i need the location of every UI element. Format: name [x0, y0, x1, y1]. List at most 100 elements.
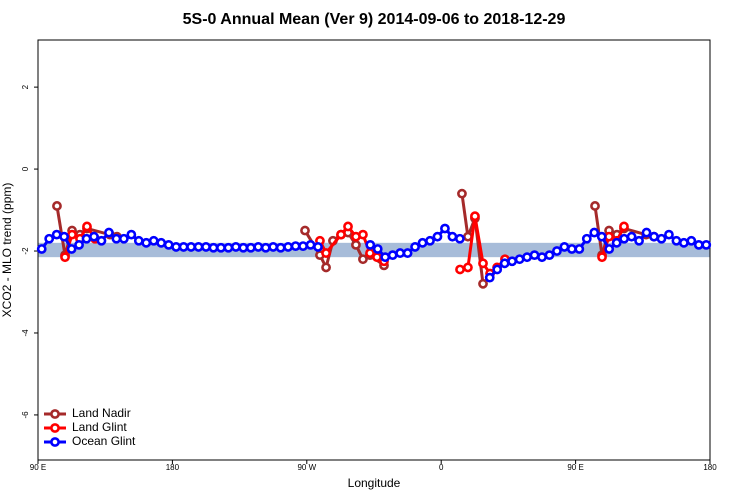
x-tick-label: 90 E [30, 463, 46, 472]
point [634, 235, 644, 246]
x-tick-label: 90 W [297, 463, 316, 472]
point [275, 242, 286, 253]
point [626, 231, 637, 242]
point [305, 239, 316, 250]
point [82, 221, 92, 232]
point [619, 233, 630, 244]
point [417, 237, 428, 248]
point [74, 239, 84, 250]
point [216, 242, 226, 253]
point [678, 237, 689, 248]
chart-title: 5S-0 Annual Mean (Ver 9) 2014-09-06 to 2… [183, 11, 566, 28]
point [52, 201, 62, 211]
y-tick-label: -2 [21, 247, 30, 255]
point [126, 229, 137, 240]
point [566, 244, 577, 254]
point [641, 227, 652, 238]
point [552, 246, 562, 256]
point [649, 231, 659, 242]
point [611, 237, 622, 248]
point [313, 242, 323, 252]
point [463, 262, 473, 273]
point [544, 250, 555, 261]
point [529, 250, 540, 261]
point [365, 239, 376, 250]
y-tick-label: 0 [21, 166, 30, 171]
point [300, 225, 310, 236]
legend-marker [50, 437, 60, 447]
point [51, 229, 62, 240]
point [590, 201, 600, 211]
point [171, 242, 182, 252]
point [321, 262, 331, 273]
point [81, 233, 92, 244]
y-tick-label: -6 [21, 411, 30, 419]
point [574, 244, 585, 254]
point [208, 242, 219, 253]
point [589, 227, 600, 238]
point [499, 258, 510, 269]
point [454, 233, 465, 244]
y-axis-label: XCO2 - MLO trend (ppm) [0, 183, 14, 318]
x-axis-label: Longitude [348, 476, 401, 490]
legend-label: Land Glint [72, 420, 127, 434]
point [44, 233, 55, 244]
point [507, 256, 518, 267]
point [178, 242, 189, 252]
point [66, 244, 77, 254]
point [96, 235, 107, 246]
point [581, 233, 592, 244]
point [163, 239, 174, 250]
point [447, 231, 458, 242]
point [253, 242, 264, 252]
y-tick-label: -4 [21, 329, 30, 337]
point [141, 237, 152, 248]
legend-marker [50, 409, 60, 419]
point [470, 211, 480, 222]
point [671, 235, 682, 246]
point [268, 242, 279, 252]
legend-label: Land Nadir [72, 406, 131, 420]
point [484, 272, 495, 283]
point [656, 233, 667, 244]
point [701, 239, 712, 250]
point [597, 252, 607, 263]
point [457, 188, 467, 199]
point [432, 231, 443, 242]
point [336, 229, 346, 240]
point [604, 244, 615, 254]
point [260, 242, 271, 253]
legend-marker [50, 423, 60, 433]
point [478, 258, 488, 269]
y-tick-label: 2 [21, 84, 30, 89]
point [380, 252, 391, 263]
point [193, 242, 204, 252]
point [440, 223, 450, 234]
point [36, 244, 47, 254]
point [245, 242, 256, 253]
point [283, 242, 294, 252]
point [425, 235, 435, 246]
point [104, 227, 114, 238]
point [358, 229, 368, 240]
point [664, 229, 674, 240]
point [148, 235, 159, 246]
point [298, 241, 308, 252]
x-tick-label: 180 [703, 463, 717, 472]
point [395, 248, 406, 258]
x-tick-label: 90 E [567, 463, 583, 472]
point [596, 231, 607, 242]
point [111, 233, 122, 244]
point [67, 229, 77, 240]
point [351, 239, 361, 250]
point [693, 239, 704, 250]
point [478, 278, 488, 289]
point [343, 221, 353, 232]
point [514, 254, 525, 265]
point [686, 235, 697, 246]
point [89, 231, 99, 242]
point [522, 252, 532, 263]
point [321, 248, 331, 258]
point [559, 242, 570, 252]
